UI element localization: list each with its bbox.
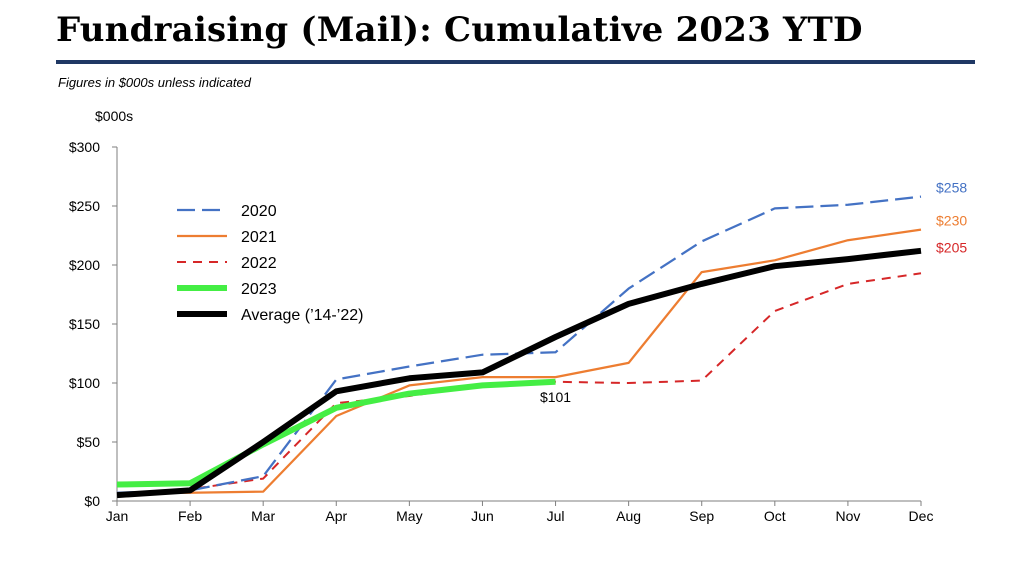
x-tick-label: Oct (764, 508, 786, 524)
end-value-label-2022: $205 (936, 239, 967, 255)
y-tick-label: $0 (84, 493, 100, 509)
y-tick-label: $250 (69, 198, 100, 214)
chart-legend: 2020 2021 2022 2023 Average (’14-’22) (177, 203, 363, 324)
end-value-label-2023: $101 (540, 389, 571, 405)
series-line-2023 (116, 378, 556, 488)
x-tick-label: Jun (471, 508, 494, 524)
x-tick-label: Aug (616, 508, 641, 524)
x-tick-label: Feb (178, 508, 202, 524)
x-tick-label: Nov (835, 508, 860, 524)
page-title: Fundraising (Mail): Cumulative 2023 YTD (56, 10, 863, 50)
y-tick-label: $200 (69, 257, 100, 273)
series-line-average-14-22 (116, 247, 922, 499)
chart-annotations: $258 $230 $205 $101 (540, 180, 967, 405)
x-tick-label: Jul (547, 508, 565, 524)
end-value-label-2021: $230 (936, 213, 967, 229)
x-tick-label: Mar (251, 508, 275, 524)
legend-label-2023: 2023 (241, 281, 277, 298)
x-tick-label: May (396, 508, 422, 524)
x-tick-label: Jan (106, 508, 129, 524)
y-tick-label: $50 (77, 434, 101, 450)
chart-series (116, 195, 922, 499)
legend-label-average-14-22: Average (’14-’22) (241, 307, 363, 324)
y-tick-label: $100 (69, 375, 100, 391)
y-tick-label: $300 (69, 139, 100, 155)
end-value-label-2020: $258 (936, 180, 967, 196)
title-divider (56, 60, 975, 64)
y-unit-label: $000s (95, 108, 133, 124)
legend-label-2022: 2022 (241, 255, 277, 272)
chart-subtitle: Figures in $000s unless indicated (58, 75, 251, 90)
x-tick-label: Sep (689, 508, 714, 524)
y-tick-label: $150 (69, 316, 100, 332)
chart-axes: $0 $50 $100 $150 $200 $250 $300 Jan Feb Mar Apr May… (69, 139, 934, 524)
legend-label-2021: 2021 (241, 229, 277, 246)
series-line-2020 (116, 195, 922, 494)
series-line-2021 (117, 228, 922, 494)
legend-label-2020: 2020 (241, 203, 277, 220)
x-tick-label: Dec (909, 508, 934, 524)
x-tick-label: Apr (325, 508, 347, 524)
